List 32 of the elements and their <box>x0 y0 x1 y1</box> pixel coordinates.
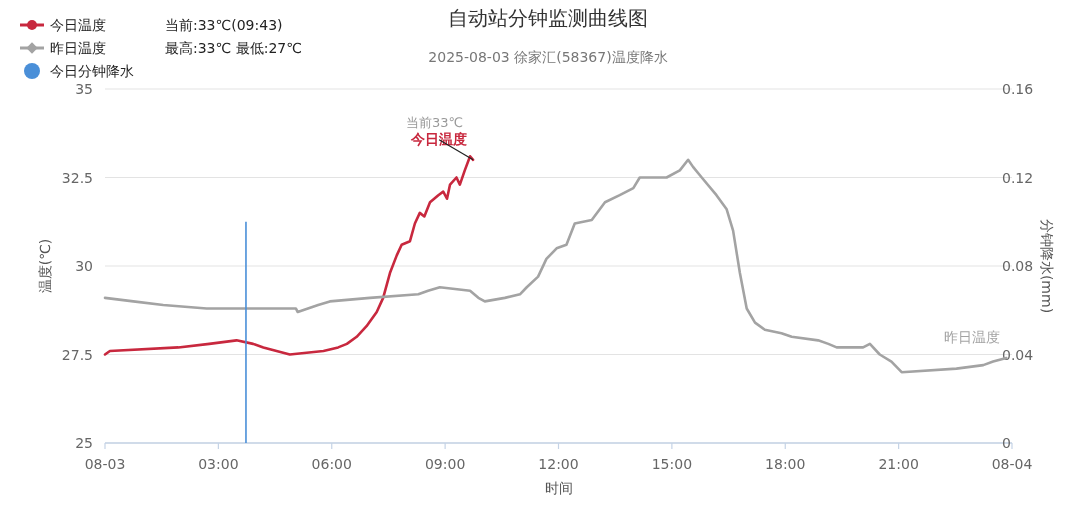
y-axis-title: 温度(℃) <box>37 238 53 294</box>
text: 昨日温度 <box>944 329 1001 346</box>
y2-tick-label: 0.08 <box>1002 258 1034 274</box>
y-tick-label: 25 <box>75 435 93 451</box>
y-tick-label: 27.5 <box>61 346 93 363</box>
y2-axis-title: 分钟降水(mm) <box>1039 218 1055 314</box>
y2-tick-label: 0.16 <box>1002 81 1034 97</box>
y-tick-label: 30 <box>75 258 93 274</box>
chart-title: 自动站分钟监测曲线图 <box>448 6 648 30</box>
x-tick-label: 15:00 <box>651 456 693 472</box>
x-tick-label: 03:00 <box>198 456 239 472</box>
annotation: 当前33℃ <box>405 114 464 130</box>
y2-tick-label: 0.12 <box>1002 169 1034 186</box>
legend-label: 今日分钟降水 <box>50 63 134 79</box>
x-tick-label: 08-03 <box>84 456 126 472</box>
x-tick-label: 06:00 <box>311 456 352 472</box>
y2-tick-label: 0.04 <box>1002 346 1034 363</box>
x-tick-label: 21:00 <box>878 456 919 472</box>
x-tick-label: 18:00 <box>765 456 806 472</box>
text: 最高:33℃ 最低:27℃ <box>165 40 302 56</box>
legend-label: 昨日温度 <box>50 40 106 56</box>
x-tick-label: 08-04 <box>991 456 1033 472</box>
x-tick-label: 12:00 <box>538 456 579 472</box>
text: 当前:33℃(09:43) <box>165 17 283 33</box>
text: 今日温度 <box>411 130 468 147</box>
chart-subtitle: 2025-08-03 徐家汇(58367)温度降水 <box>428 49 668 65</box>
x-axis-title: 时间 <box>544 480 573 496</box>
y2-tick-label: 0 <box>1002 435 1011 451</box>
legend-label: 今日温度 <box>50 17 106 33</box>
y-tick-label: 32.5 <box>61 169 93 186</box>
y-tick-label: 35 <box>75 81 93 97</box>
x-tick-label: 09:00 <box>424 456 466 472</box>
